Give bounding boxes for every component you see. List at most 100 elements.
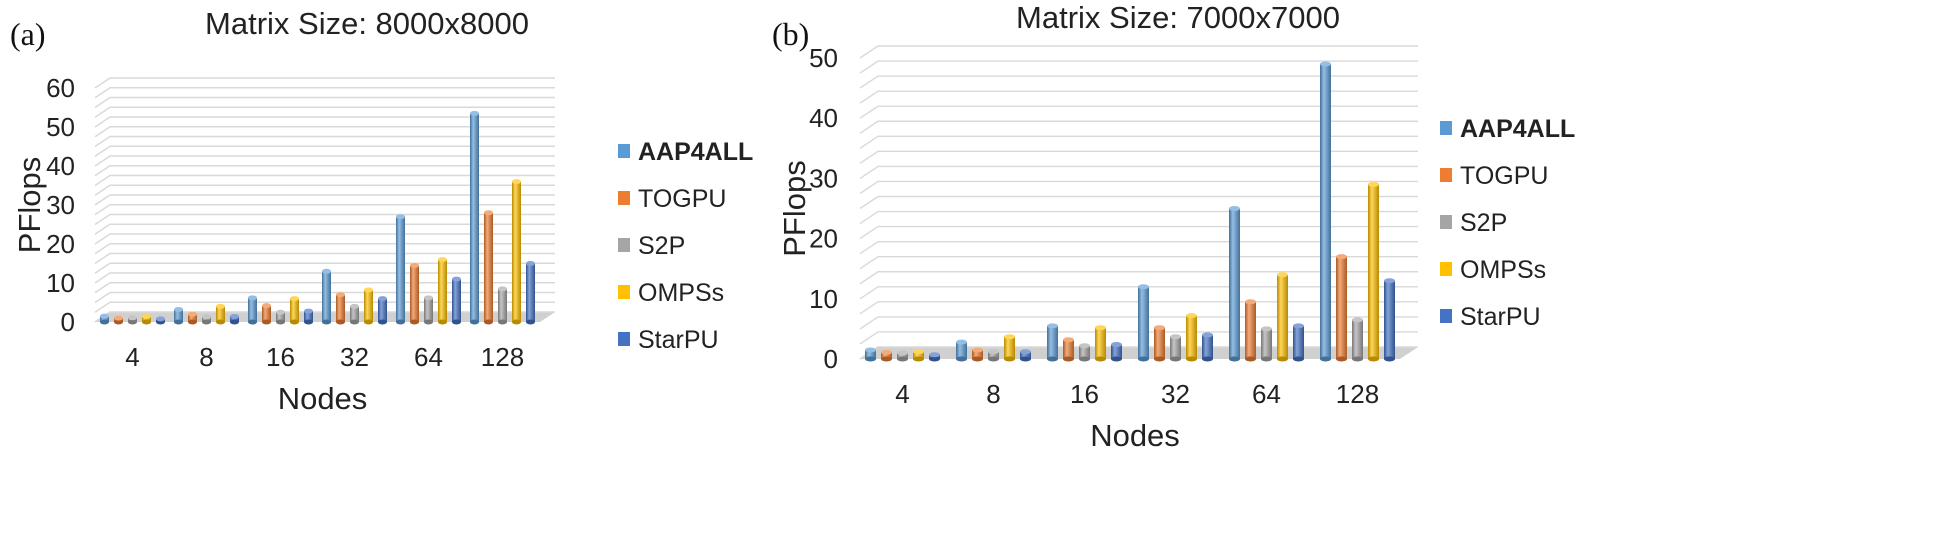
gridline: [94, 77, 555, 89]
bar-base: [1020, 356, 1031, 362]
bar-base: [913, 356, 924, 362]
panel-label: (a): [10, 16, 46, 52]
bar-s2p-64: [424, 295, 433, 325]
bar-aap4all-8: [956, 339, 967, 362]
bar-top: [1277, 272, 1288, 278]
bar-top: [1095, 325, 1106, 331]
gridline: [94, 165, 555, 177]
gridline: [94, 233, 555, 245]
x-tick-label: 4: [125, 342, 139, 372]
bar-base: [972, 356, 983, 362]
bar-body: [1293, 325, 1304, 359]
bar-starpu-4: [929, 352, 940, 362]
legend-item-s2p: S2P: [618, 232, 685, 260]
gridline: [859, 271, 1418, 285]
gridline: [94, 213, 555, 226]
bar-top: [1245, 299, 1256, 305]
bar-top: [1138, 284, 1149, 290]
bar-ompss-32: [364, 287, 373, 325]
bar-top: [290, 296, 299, 302]
bar-aap4all-16: [248, 295, 257, 325]
bar-body: [438, 259, 447, 322]
bar-top: [424, 295, 433, 301]
bar-base: [1277, 356, 1288, 362]
x-tick-label: 64: [1252, 379, 1281, 409]
bar-body: [1320, 64, 1331, 360]
bar-togpu-128: [484, 210, 493, 325]
bar-body: [262, 305, 271, 322]
bar-starpu-32: [378, 296, 387, 325]
bar-togpu-16: [1063, 337, 1074, 362]
bar-starpu-8: [230, 314, 239, 325]
x-axis-label: Nodes: [278, 381, 368, 416]
bar-top: [512, 179, 521, 185]
bar-body: [1170, 336, 1181, 359]
legend-label: S2P: [1460, 209, 1507, 237]
bar-top: [1079, 343, 1090, 349]
bar-base: [188, 319, 197, 325]
bar-top: [1170, 334, 1181, 340]
bar-base: [336, 319, 345, 325]
bar-togpu-32: [1154, 325, 1165, 362]
gridline: [859, 210, 1418, 225]
bar-base: [1261, 356, 1272, 362]
bar-top: [156, 316, 165, 322]
bar-top: [262, 303, 271, 309]
gridline: [94, 145, 555, 157]
bar-body: [484, 212, 493, 322]
bar-body: [1186, 315, 1197, 359]
bar-togpu-8: [972, 347, 983, 362]
bar-base: [1293, 356, 1304, 362]
bar-top: [929, 352, 940, 358]
gridline: [859, 225, 1418, 240]
bar-starpu-4: [156, 316, 165, 325]
bar-body: [913, 351, 924, 359]
y-tick-label: 50: [809, 43, 838, 73]
bar-top: [248, 295, 257, 301]
bar-top: [484, 210, 493, 216]
bar-s2p-128: [1352, 317, 1363, 362]
bar-top: [1047, 323, 1058, 329]
bar-s2p-4: [897, 350, 908, 362]
bar-top: [1202, 332, 1213, 338]
bar-base: [128, 319, 137, 325]
gridline: [94, 204, 555, 216]
bar-body: [1111, 344, 1122, 359]
legend-item-aap4all: AAP4ALL: [618, 138, 753, 166]
bar-body: [498, 288, 507, 322]
legend-item-aap4all: AAP4ALL: [1440, 115, 1575, 143]
gridline: [94, 272, 555, 284]
bar-body: [424, 297, 433, 322]
gridline: [859, 195, 1418, 210]
legend-label: StarPU: [1460, 303, 1541, 331]
bar-body: [248, 297, 257, 322]
bar-base: [897, 356, 908, 362]
y-tick-label: 20: [809, 224, 838, 254]
gridline: [94, 87, 555, 99]
bar-base: [881, 356, 892, 362]
bar-ompss-64: [438, 257, 447, 325]
gridline: [94, 301, 555, 313]
bar-aap4all-16: [1047, 323, 1058, 362]
gridline: [859, 75, 1418, 89]
legend-label: OMPSs: [1460, 256, 1546, 284]
bar-base: [322, 319, 331, 325]
bar-top: [1111, 342, 1122, 348]
bar-top: [1020, 349, 1031, 355]
bar-base: [526, 319, 535, 325]
legend-item-s2p: S2P: [1440, 209, 1507, 237]
gridline: [859, 165, 1418, 179]
gridline: [94, 252, 555, 265]
bar-base: [438, 319, 447, 325]
chart-panel-b: (b) Matrix Size: 7000x7000 0 10 20 30 40 50 PFlo…: [772, 0, 1575, 453]
y-tick-label: 10: [809, 284, 838, 314]
bar-body: [216, 306, 225, 322]
legend-swatch: [1440, 168, 1452, 182]
bars: [865, 61, 1395, 362]
legend-swatch: [618, 144, 630, 158]
bar-ompss-8: [216, 303, 225, 325]
bar-base: [202, 319, 211, 325]
bar-ompss-64: [1277, 272, 1288, 362]
y-tick-label: 30: [46, 190, 75, 220]
